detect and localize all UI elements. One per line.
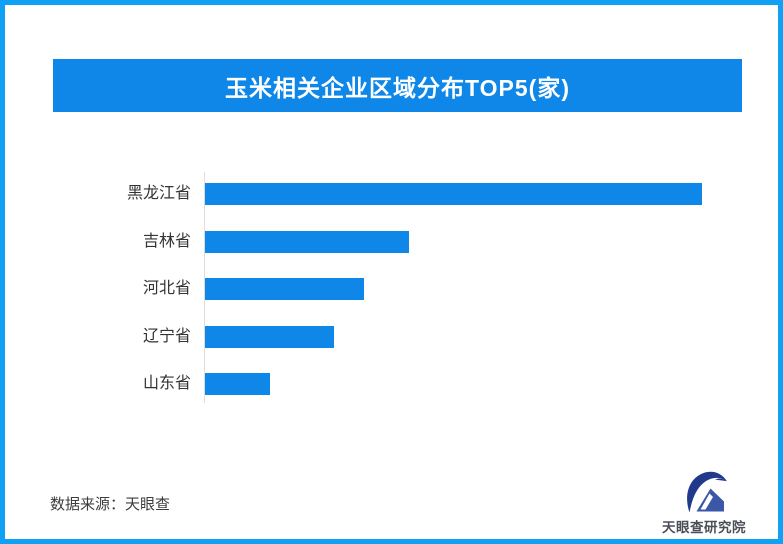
category-label: 吉林省 xyxy=(142,232,191,250)
chart-title: 玉米相关企业区域分布TOP5(家) xyxy=(225,74,570,101)
bar xyxy=(205,278,364,300)
chart-row: 河北省 xyxy=(5,278,778,300)
chart-row: 黑龙江省 xyxy=(5,183,778,205)
category-label: 河北省 xyxy=(142,280,191,297)
brand-logo-text: 天眼查研究院 xyxy=(662,520,746,535)
y-axis-line xyxy=(204,172,205,403)
bar xyxy=(205,230,409,253)
title-banner: 玉米相关企业区域分布TOP5(家) xyxy=(53,59,742,112)
data-source-text: 数据来源：天眼查 xyxy=(50,496,171,513)
category-label: 辽宁省 xyxy=(142,327,191,345)
chart-row: 吉林省 xyxy=(5,230,778,253)
tianyancha-eye-icon xyxy=(686,471,727,513)
bar xyxy=(205,183,702,205)
chart-row: 辽宁省 xyxy=(5,325,778,348)
bar xyxy=(205,373,270,395)
category-label: 山东省 xyxy=(142,375,191,392)
bar-chart: 黑龙江省吉林省河北省辽宁省山东省 xyxy=(5,172,778,403)
category-label: 黑龙江省 xyxy=(126,185,191,202)
chart-row: 山东省 xyxy=(5,373,778,395)
bar xyxy=(205,325,334,348)
brand-logo: 天眼查研究院 xyxy=(653,470,755,536)
